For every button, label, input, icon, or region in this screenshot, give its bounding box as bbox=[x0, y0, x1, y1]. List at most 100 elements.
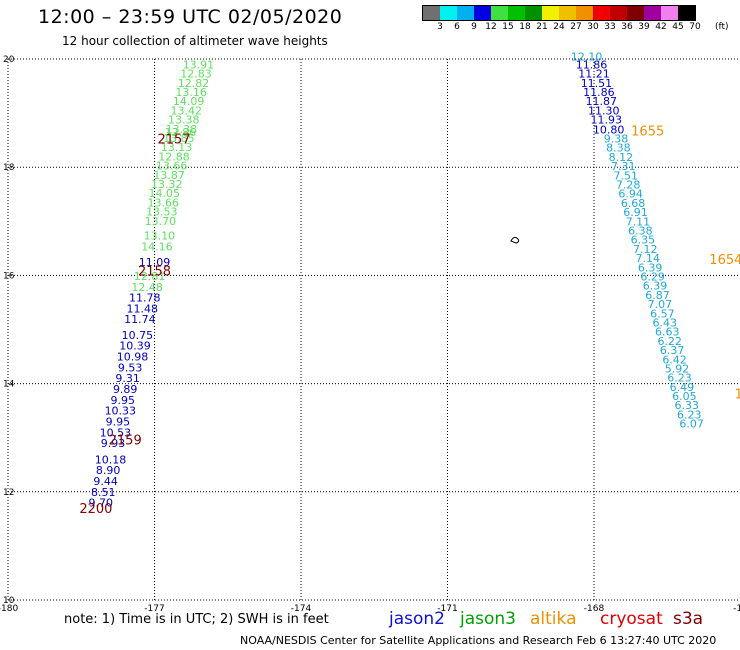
legend-tick-label: 15 bbox=[502, 22, 514, 32]
wave-height-label: 6.91 bbox=[623, 206, 648, 219]
legend-tick-label: 24 bbox=[553, 22, 565, 32]
time-label: 2157 bbox=[157, 133, 190, 148]
legend-swatch bbox=[678, 6, 695, 20]
wave-height-label: 12.81 bbox=[134, 270, 166, 283]
y-tick-label: 18 bbox=[3, 163, 15, 173]
legend-swatch bbox=[525, 6, 542, 20]
wave-height-label: 13.53 bbox=[146, 206, 178, 219]
satellite-label-cryosat: cryosat bbox=[600, 609, 663, 629]
y-tick-label: 12 bbox=[3, 488, 14, 498]
wave-height-label: 13.85 bbox=[163, 132, 195, 145]
wave-height-label: 6.23 bbox=[667, 372, 692, 385]
satellite-label-jason2: jason2 bbox=[389, 609, 445, 629]
wave-height-label: 12.88 bbox=[158, 150, 190, 163]
legend-swatch bbox=[440, 6, 457, 20]
wave-height-label: 11.48 bbox=[127, 302, 159, 315]
legend-swatch bbox=[474, 6, 491, 20]
wave-height-label: 13.13 bbox=[161, 141, 193, 154]
satellite-label-s3a: s3a bbox=[673, 609, 704, 629]
legend-swatch bbox=[661, 6, 678, 20]
wave-height-label: 12.10 bbox=[571, 50, 603, 63]
wave-height-label: 11.21 bbox=[578, 68, 610, 81]
wave-height-label: 7.12 bbox=[633, 243, 658, 256]
x-tick-label: -168 bbox=[584, 604, 605, 614]
legend-swatch bbox=[542, 6, 559, 20]
wave-height-label: 9.53 bbox=[118, 361, 143, 374]
wave-height-label: 7.51 bbox=[613, 169, 638, 182]
wave-height-label: 9.44 bbox=[93, 475, 118, 488]
legend-swatch bbox=[610, 6, 627, 20]
wave-height-label: 13.38 bbox=[168, 114, 200, 127]
wave-height-label: 9.89 bbox=[113, 383, 138, 396]
wave-height-label: 6.39 bbox=[638, 261, 663, 274]
wave-height-label: 7.14 bbox=[635, 252, 660, 265]
wave-height-label: 6.87 bbox=[645, 289, 670, 302]
wave-height-label: 11.09 bbox=[139, 256, 171, 269]
legend-swatch bbox=[627, 6, 644, 20]
legend-swatch bbox=[576, 6, 593, 20]
wave-height-label: 7.31 bbox=[611, 160, 636, 173]
wave-height-label: 8.90 bbox=[96, 464, 121, 477]
wave-height-label: 6.57 bbox=[650, 307, 675, 320]
wave-height-label: 6.07 bbox=[679, 418, 704, 431]
wave-height-label: 9.93 bbox=[101, 437, 126, 450]
island-outline bbox=[510, 236, 520, 244]
wave-height-label: 12.48 bbox=[131, 281, 163, 294]
wave-height-label: 10.75 bbox=[122, 329, 154, 342]
time-label: 1654 bbox=[709, 253, 740, 268]
wave-height-label: 7.28 bbox=[616, 179, 641, 192]
wave-height-label: 10.53 bbox=[100, 426, 132, 439]
wave-height-label: 6.38 bbox=[628, 224, 653, 237]
time-label: 2159 bbox=[109, 433, 142, 448]
wave-height-label: 6.23 bbox=[677, 408, 702, 421]
wave-height-label: 7.11 bbox=[626, 215, 651, 228]
y-tick-label: 10 bbox=[3, 596, 15, 606]
legend-tick-label: 33 bbox=[604, 22, 616, 32]
legend-tick-label: 9 bbox=[471, 22, 477, 32]
wave-height-label: 6.42 bbox=[662, 353, 687, 366]
wave-height-label: 13.66 bbox=[156, 160, 188, 173]
wave-height-label: 6.29 bbox=[640, 270, 665, 283]
wave-height-label: 6.39 bbox=[643, 280, 668, 293]
wave-height-label: 8.12 bbox=[609, 151, 634, 164]
legend-swatch bbox=[559, 6, 576, 20]
wave-height-label: 13.10 bbox=[144, 229, 176, 242]
legend-swatch bbox=[593, 6, 610, 20]
wave-height-label: 11.51 bbox=[581, 77, 613, 90]
y-tick-label: 16 bbox=[3, 271, 15, 281]
wave-height-label: 13.66 bbox=[148, 196, 180, 209]
wave-height-label: 10.33 bbox=[105, 405, 137, 418]
legend-tick-label: 6 bbox=[454, 22, 460, 32]
wave-height-label: 7.07 bbox=[648, 298, 673, 311]
legend-tick-label: 3 bbox=[437, 22, 443, 32]
wave-height-label: 13.38 bbox=[166, 123, 198, 136]
wave-height-label: 6.63 bbox=[655, 326, 680, 339]
wave-height-label: 9.95 bbox=[106, 415, 131, 428]
wave-height-label: 11.86 bbox=[576, 58, 608, 71]
wave-height-label: 12.86 bbox=[165, 126, 197, 139]
wave-height-label: 6.37 bbox=[660, 344, 685, 357]
wave-height-label: 14.05 bbox=[149, 187, 181, 200]
wave-height-label: 11.86 bbox=[583, 86, 615, 99]
legend-tick-label: 39 bbox=[638, 22, 650, 32]
legend-tick-label: 27 bbox=[570, 22, 582, 32]
wave-height-label: 10.80 bbox=[593, 123, 625, 136]
x-tick-label: -174 bbox=[291, 604, 312, 614]
wave-height-label: 13.91 bbox=[183, 58, 215, 71]
wave-height-label: 6.68 bbox=[621, 197, 646, 210]
wave-height-label: 11.78 bbox=[129, 292, 161, 305]
wave-height-label: 10.39 bbox=[119, 340, 151, 353]
wave-height-label: 6.43 bbox=[653, 316, 678, 329]
y-tick-label: 14 bbox=[3, 380, 15, 390]
legend-tick-label: 42 bbox=[655, 22, 667, 32]
legend-tick-label: 70 bbox=[689, 22, 701, 32]
wave-height-label: 10.18 bbox=[95, 453, 127, 466]
color-scale-ticks: 3 6 9 12 15 18 21 24 27 30 33 36 39 42 45 70 bbox=[422, 22, 740, 34]
wave-height-label: 13.42 bbox=[170, 104, 202, 117]
wave-height-label: 11.30 bbox=[588, 104, 620, 117]
legend-tick-label: 21 bbox=[536, 22, 548, 32]
wave-height-label: 13.32 bbox=[151, 178, 183, 191]
wave-height-label: 9.38 bbox=[604, 133, 629, 146]
x-tick-label: -16 bbox=[733, 604, 740, 614]
